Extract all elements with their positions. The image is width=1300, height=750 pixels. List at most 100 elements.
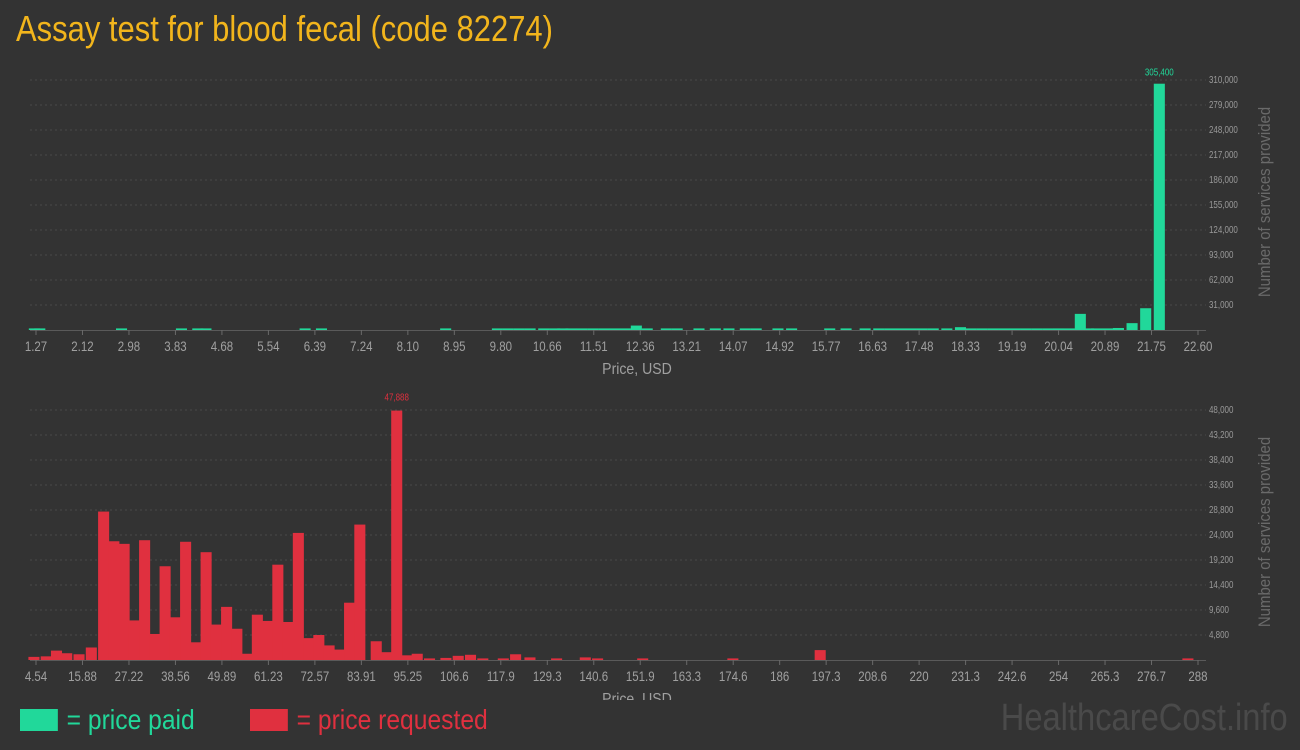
bar — [941, 328, 953, 330]
x-axis-title: Price, USD — [602, 360, 672, 378]
y-tick-label: 28,800 — [1209, 504, 1233, 515]
bar — [693, 328, 705, 330]
bar — [200, 552, 212, 660]
bar — [630, 325, 642, 330]
bar — [1112, 327, 1124, 330]
bar — [587, 328, 599, 330]
bar — [709, 328, 721, 330]
bar — [524, 328, 536, 330]
x-tick-label: 8.10 — [397, 338, 419, 354]
x-tick-label: 265.3 — [1091, 668, 1120, 684]
x-tick-label: 15.77 — [812, 338, 841, 354]
x-tick-label: 151.9 — [626, 668, 655, 684]
peak-value-label: 47,888 — [385, 392, 409, 403]
y-tick-label: 14,400 — [1209, 579, 1233, 590]
bar — [128, 620, 140, 660]
bar — [303, 638, 315, 660]
bar — [814, 650, 826, 660]
y-tick-label: 38,400 — [1209, 454, 1233, 465]
x-tick-label: 254 — [1049, 668, 1068, 684]
bar — [354, 524, 366, 660]
y-tick-label: 4,800 — [1209, 629, 1229, 640]
bar — [895, 328, 907, 330]
x-tick-label: 16.63 — [858, 338, 887, 354]
bar — [965, 328, 977, 330]
bar — [1091, 328, 1103, 330]
bar — [840, 328, 852, 330]
y-tick-label: 186,000 — [1209, 174, 1238, 185]
bar — [1102, 328, 1114, 330]
bar — [513, 328, 525, 330]
bar — [313, 635, 325, 660]
bar — [510, 654, 522, 660]
x-tick-label: 19.19 — [998, 338, 1027, 354]
x-tick-label: 174.6 — [719, 668, 748, 684]
bar — [108, 541, 120, 660]
bar — [380, 652, 393, 660]
bar — [411, 653, 423, 660]
bar — [598, 328, 610, 330]
bar — [221, 606, 233, 660]
bar — [1009, 328, 1021, 330]
y-tick-label: 248,000 — [1209, 124, 1238, 135]
bar — [576, 328, 588, 330]
bar — [524, 657, 536, 660]
bar — [609, 328, 621, 330]
bar — [251, 614, 263, 660]
y-tick-label: 9,600 — [1209, 604, 1229, 615]
bar — [1031, 328, 1043, 330]
x-tick-label: 4.68 — [211, 338, 233, 354]
bar — [149, 633, 161, 660]
x-tick-label: 21.75 — [1137, 338, 1166, 354]
bar — [115, 328, 128, 330]
chart-price-paid: 31,000 62,000 93,000 124,000 155,000 186,000 2… — [25, 67, 1274, 378]
bar — [464, 654, 477, 660]
x-tick-label: 20.89 — [1091, 338, 1120, 354]
bar — [954, 327, 967, 330]
bar — [282, 621, 294, 660]
bar — [592, 658, 604, 660]
x-tick-label: 2.12 — [71, 338, 93, 354]
bar — [1182, 658, 1194, 660]
x-tick-label: 8.95 — [443, 338, 465, 354]
y-tick-label: 279,000 — [1209, 99, 1238, 110]
bar — [976, 328, 988, 330]
bar — [739, 328, 751, 330]
bar — [370, 641, 382, 660]
bar — [873, 328, 885, 330]
y-tick-label: 310,000 — [1209, 74, 1238, 85]
page-title: Assay test for blood fecal (code 82274) — [16, 8, 553, 49]
x-tick-label: 22.60 — [1184, 338, 1213, 354]
bar — [192, 328, 204, 330]
bar — [159, 566, 171, 660]
bar — [1140, 308, 1152, 330]
bar — [272, 564, 284, 660]
watermark: HealthcareCost.info — [1000, 697, 1288, 739]
bar — [1042, 328, 1054, 330]
bar — [169, 617, 181, 660]
x-tick-label: 12.36 — [626, 338, 655, 354]
x-tick-label: 14.92 — [765, 338, 794, 354]
bar — [333, 649, 345, 660]
chart-price-requested: 4,800 9,600 14,400 19,200 24,000 28,800 33,600… — [25, 392, 1274, 700]
y-tick-label: 24,000 — [1209, 529, 1233, 540]
y-tick-label: 19,200 — [1209, 554, 1233, 565]
bar — [641, 328, 653, 330]
y-tick-label: 93,000 — [1209, 249, 1233, 260]
x-axis-title: Price, USD — [602, 690, 672, 700]
y-tick-label: 31,000 — [1209, 299, 1233, 310]
x-tick-label: 288 — [1188, 668, 1207, 684]
bar — [98, 511, 110, 660]
x-tick-label: 231.3 — [951, 668, 980, 684]
bar — [323, 645, 335, 660]
bar — [565, 328, 577, 330]
bar — [1082, 328, 1095, 330]
x-tick-label: 197.3 — [812, 668, 841, 684]
charts-canvas: 31,000 62,000 93,000 124,000 155,000 186,000 2… — [25, 67, 1274, 700]
x-tick-label: 4.54 — [25, 668, 47, 684]
bar — [987, 328, 999, 330]
bar — [231, 628, 243, 660]
x-tick-label: 3.83 — [164, 338, 186, 354]
bar — [884, 328, 896, 330]
bar — [723, 328, 735, 330]
